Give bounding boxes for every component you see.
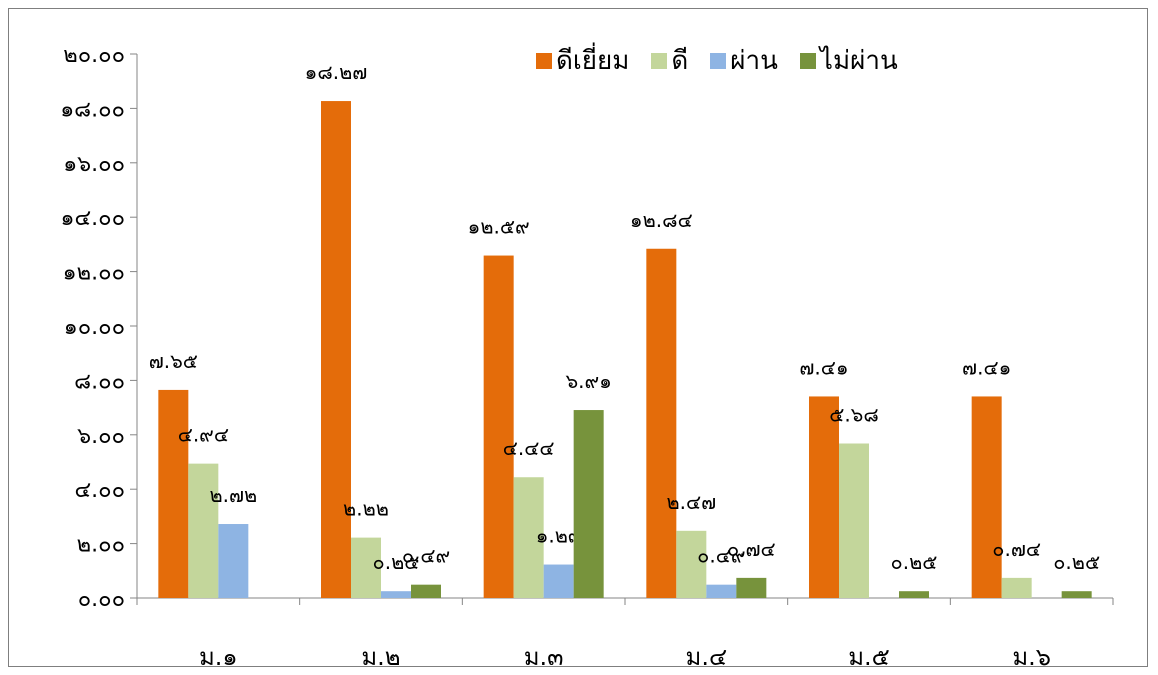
bar — [218, 524, 249, 598]
bar — [573, 410, 604, 598]
y-tick-label: ๑๘.๐๐ — [60, 97, 125, 122]
legend-label-good: ดี — [671, 46, 689, 76]
data-label: ๕.๖๘ — [829, 403, 879, 427]
y-tick-label: ๑๔.๐๐ — [61, 206, 125, 231]
x-tick-label: ม.๒ — [361, 643, 400, 671]
legend-label-excellent: ดีเยี่ยม — [556, 46, 630, 76]
bar — [158, 389, 189, 598]
y-tick-label: ๔.๐๐ — [75, 478, 126, 503]
legend-swatch-pass — [710, 52, 727, 69]
x-tick-label: ม.๑ — [199, 643, 238, 671]
y-tick-label: ๖.๐๐ — [77, 424, 125, 449]
bar — [321, 101, 351, 598]
data-label: ๐.๗๔ — [727, 537, 776, 561]
data-label: ๖.๙๑ — [565, 369, 611, 393]
x-tick-label: ม.๖ — [1012, 643, 1051, 671]
data-label: ๐.๒๕ — [1053, 550, 1100, 574]
legend-swatch-fail — [799, 52, 816, 69]
data-label: ๗.๔๑ — [962, 355, 1011, 379]
data-label: ๑๘.๒๗ — [305, 60, 368, 84]
bar — [839, 443, 869, 598]
legend-item-good: ดี — [651, 40, 688, 81]
bar — [483, 255, 514, 598]
bar — [1001, 577, 1032, 598]
y-tick-label: ๐.๐๐ — [78, 587, 125, 612]
bar — [971, 396, 1002, 598]
y-tick-label: ๑๐.๐๐ — [64, 315, 125, 340]
data-label: ๒.๔๗ — [666, 490, 716, 514]
bar — [411, 584, 441, 598]
bar — [809, 396, 839, 598]
legend-label-pass: ผ่าน — [730, 46, 778, 76]
data-label: ๗.๔๑ — [799, 355, 848, 379]
x-tick-label: ม.๕ — [848, 643, 890, 671]
legend: ดีเยี่ยม ดี ผ่าน ไม่ผ่าน — [536, 40, 898, 81]
bar — [1061, 591, 1092, 598]
bar — [351, 537, 381, 598]
y-tick-label: ๒.๐๐ — [77, 533, 125, 558]
data-label: ๑๒.๘๔ — [630, 208, 693, 232]
x-tick-label: ม.๓ — [524, 643, 564, 671]
y-tick-label: ๘.๐๐ — [74, 369, 125, 394]
legend-item-excellent: ดีเยี่ยม — [536, 40, 629, 81]
data-label: ๐.๒๕ — [373, 550, 420, 574]
data-label: ๐.๒๕ — [891, 550, 938, 574]
y-tick-label: ๑๖.๐๐ — [63, 152, 125, 177]
bar — [513, 477, 544, 598]
data-label: ๒.๒๒ — [343, 497, 389, 521]
data-label: ๐.๔๙ — [402, 544, 450, 568]
bar — [736, 577, 767, 598]
legend-label-fail: ไม่ผ่าน — [819, 46, 898, 76]
data-label: ๐.๔๙ — [697, 544, 745, 568]
bar — [899, 591, 929, 598]
bar — [676, 530, 707, 598]
legend-swatch-good — [651, 52, 668, 69]
data-label: ๑๒.๕๙ — [468, 215, 530, 239]
legend-item-pass: ผ่าน — [710, 40, 778, 81]
legend-swatch-excellent — [536, 52, 552, 69]
data-label: ๒.๗๒ — [209, 483, 257, 507]
bar — [646, 248, 677, 598]
bar — [188, 463, 219, 598]
data-label: ๔.๙๔ — [178, 423, 229, 447]
data-label: ๔.๔๔ — [503, 436, 555, 460]
bar — [706, 584, 737, 598]
bar — [543, 564, 574, 598]
data-label: ๗.๖๕ — [149, 349, 198, 373]
data-label: ๐.๗๔ — [992, 537, 1041, 561]
y-tick-label: ๒๐.๐๐ — [63, 43, 125, 68]
y-tick-label: ๑๒.๐๐ — [63, 261, 125, 286]
x-tick-label: ม.๔ — [686, 643, 728, 671]
legend-item-fail: ไม่ผ่าน — [799, 40, 898, 81]
bar — [381, 591, 411, 598]
